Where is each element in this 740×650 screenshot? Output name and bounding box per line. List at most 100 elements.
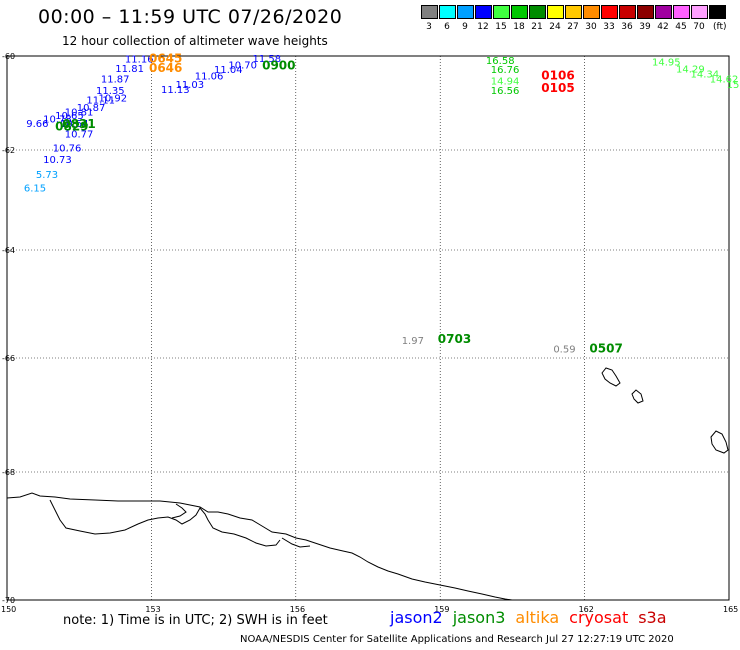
- legend-swatch: [421, 5, 438, 19]
- map-frame: [6, 55, 730, 601]
- wave-height-label: 11.03: [175, 80, 204, 91]
- units-note: note: 1) Time is in UTC; 2) SWH is in fe…: [63, 613, 328, 628]
- legend-swatch: [637, 5, 654, 19]
- wave-height-label: 10.92: [98, 93, 127, 104]
- legend-unit: (ft): [713, 22, 727, 32]
- wave-height-label: 16.76: [491, 65, 520, 76]
- legend-label: 12: [477, 22, 489, 32]
- satellite-name: cryosat: [569, 608, 629, 627]
- time-label: 0703: [438, 332, 471, 346]
- legend-swatch: [493, 5, 510, 19]
- legend-label: 39: [639, 22, 651, 32]
- wave-height-label: 16.56: [491, 86, 520, 97]
- legend-label: 33: [603, 22, 615, 32]
- wave-height-label: 10.77: [65, 130, 94, 141]
- legend-label: 3: [426, 22, 432, 32]
- legend-label: 21: [531, 22, 543, 32]
- legend-label: 27: [567, 22, 579, 32]
- legend-swatch: [475, 5, 492, 19]
- lat-label: -64: [2, 246, 15, 255]
- time-label: 0105: [541, 81, 574, 95]
- wave-height-label: 11.81: [115, 64, 144, 75]
- time-label: 0106: [541, 69, 574, 83]
- page-subtitle: 12 hour collection of altimeter wave hei…: [62, 34, 328, 48]
- coast-shelf: [281, 537, 311, 548]
- coast-inlet: [49, 499, 281, 547]
- lat-label: -70: [2, 596, 15, 605]
- wave-height-label: 14.94: [491, 76, 520, 87]
- legend-label: 15: [495, 22, 507, 32]
- island-3: [710, 430, 729, 454]
- legend-swatch: [655, 5, 672, 19]
- antarctic-coastline: [6, 492, 513, 601]
- satellite-name: jason2: [390, 608, 443, 627]
- legend-label: 18: [513, 22, 525, 32]
- coast-bay: [171, 503, 187, 519]
- island-2: [631, 389, 644, 404]
- legend-label: 42: [657, 22, 669, 32]
- wave-height-label: 1.97: [402, 336, 424, 347]
- legend-swatch: [511, 5, 528, 19]
- legend-swatch: [619, 5, 636, 19]
- wave-height-label: 14.95: [652, 58, 681, 69]
- wave-height-label: 11.58: [252, 54, 281, 65]
- legend-swatch: [457, 5, 474, 19]
- wave-height-label: 5.73: [36, 170, 58, 181]
- wave-height-label: 14.34: [690, 69, 719, 80]
- legend-label: 24: [549, 22, 561, 32]
- wave-height-label: 16.58: [486, 56, 515, 67]
- coastline: [6, 367, 729, 601]
- wave-height-label: 10.81: [65, 107, 94, 118]
- wave-height-label: 14.53: [645, 0, 674, 3]
- satellite-name: jason3: [452, 608, 506, 627]
- legend-swatch: [565, 5, 582, 19]
- legend-label: 36: [621, 22, 633, 32]
- legend-label: 70: [693, 22, 705, 32]
- wave-height-label: 11.16: [125, 54, 154, 65]
- wave-height-label: 10.54: [60, 119, 89, 130]
- wave-height-label: 11.06: [195, 72, 224, 83]
- wave-height-label: 10.65: [55, 111, 84, 122]
- legend-swatch: [601, 5, 618, 19]
- legend-swatch: [547, 5, 564, 19]
- wave-height-label: 11.35: [96, 86, 125, 97]
- legend-label: 30: [585, 22, 597, 32]
- legend-swatch: [673, 5, 690, 19]
- wave-height-label: 14.29: [676, 65, 705, 76]
- satellite-name: altika: [515, 608, 560, 627]
- wave-height-label: 10.87: [77, 103, 106, 114]
- legend-swatch: [709, 5, 726, 19]
- wave-height-label: 11.87: [101, 75, 130, 86]
- lon-label: 156: [290, 605, 305, 614]
- lat-label: -68: [2, 468, 15, 477]
- wave-height-label: 0.59: [553, 344, 575, 355]
- lon-label: 162: [579, 605, 594, 614]
- legend-label: 6: [444, 22, 450, 32]
- wave-height-label: 10.73: [43, 155, 72, 166]
- map-grid: [6, 55, 730, 601]
- satellite-legend: jason2 jason3 altika cryosat s3a: [390, 608, 677, 627]
- lon-label: 153: [145, 605, 160, 614]
- wave-height-label: 6.15: [24, 184, 46, 195]
- wave-height-label: 15.56: [727, 80, 740, 91]
- time-label: 0645: [149, 51, 182, 65]
- legend-label: 45: [675, 22, 687, 32]
- page-title: 00:00 – 11:59 UTC 07/26/2020: [38, 6, 343, 28]
- time-label: 0829: [55, 120, 88, 134]
- island-1: [601, 367, 621, 387]
- satellite-name: s3a: [638, 608, 667, 627]
- wave-height-label: 14.62: [710, 75, 739, 86]
- legend-swatch: [529, 5, 546, 19]
- wave-height-label: 9.66: [26, 119, 48, 130]
- lat-label: -60: [2, 52, 15, 61]
- legend-swatch: [691, 5, 708, 19]
- time-label: 0900: [262, 58, 295, 72]
- wave-height-label: 10.76: [53, 144, 82, 155]
- wave-height-label: 10.78: [43, 115, 72, 126]
- wave-height-label: 11.13: [161, 85, 190, 96]
- time-label: 0831: [62, 117, 95, 131]
- legend-label: 9: [462, 22, 468, 32]
- time-label: 0646: [149, 61, 182, 75]
